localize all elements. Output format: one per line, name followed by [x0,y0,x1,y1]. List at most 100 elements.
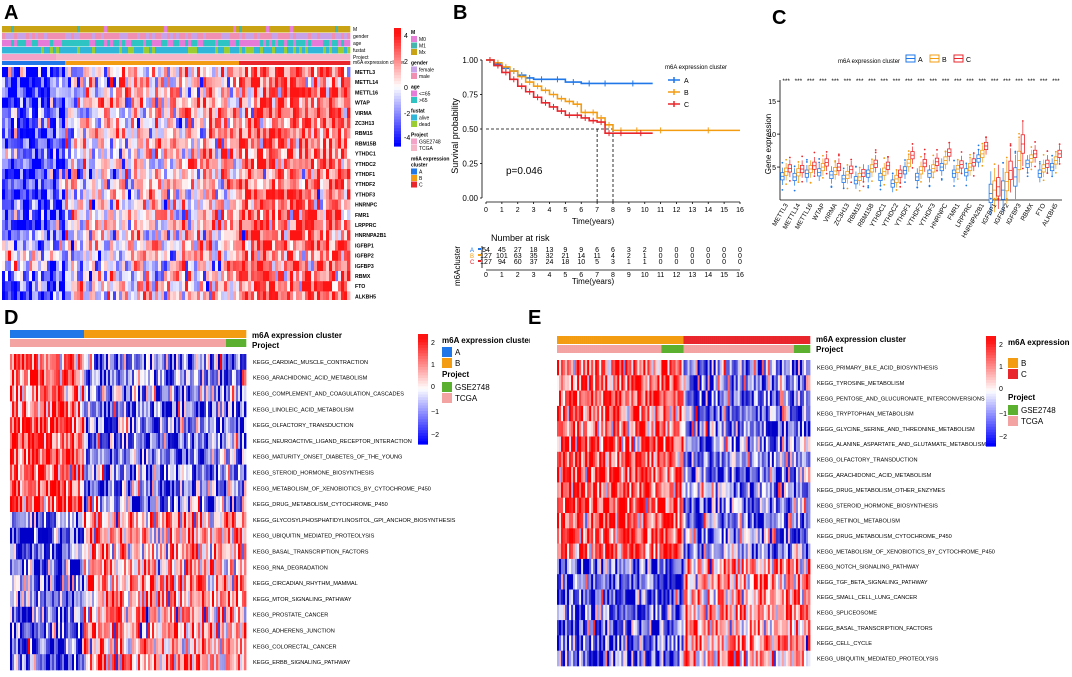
box-outlier [978,149,980,151]
annot-cell [314,33,317,40]
cluster-cell [272,61,275,65]
heat-cell [5,179,8,189]
heat-cell [209,149,212,159]
cluster-cell [88,330,90,338]
box-outlier [789,180,791,182]
heat-cell [236,169,239,179]
heat-cell [197,230,200,240]
annot-cell [41,54,44,61]
heat-cell [38,159,41,169]
heat-cell [83,108,86,118]
heat-cell [338,251,341,261]
heat-cell [347,220,350,230]
heat-cell [101,240,104,250]
heat-cell [113,200,116,210]
heat-cell [284,108,287,118]
project-cell [158,339,160,347]
heat-cell [155,291,158,300]
heat-cell [101,108,104,118]
heat-cell [332,179,335,189]
heat-cell [242,98,245,108]
annot-cell [14,26,17,33]
annot-cell [41,26,44,33]
heat-cell [98,271,101,281]
annot-cell [128,33,131,40]
cluster-cell [302,61,305,65]
heat-cell [308,230,311,240]
heat-cell [71,128,74,138]
heat-cell [182,200,185,210]
legend-swatch [411,121,417,127]
heat-cell [242,77,245,87]
heat-cell [23,98,26,108]
heat-cell [11,179,14,189]
heat-cell [173,230,176,240]
cluster-cell [131,61,134,65]
heat-cell [251,200,254,210]
heat-cell [251,77,254,87]
heat-cell [68,200,71,210]
annot-cell [20,26,23,33]
heat-cell [212,281,215,291]
cluster-cell [62,61,65,65]
heat-cell [254,98,257,108]
annot-cell [203,47,206,54]
annot-cell [215,26,218,33]
heat-cell [221,87,224,97]
heat-cell [347,179,350,189]
heat-cell [314,200,317,210]
heat-cell [68,179,71,189]
heat-cell [281,159,284,169]
heat-cell [179,271,182,281]
heat-cell [323,230,326,240]
annot-cell [230,40,233,47]
heat-cell [41,77,44,87]
heat-cell [278,261,281,271]
heat-cell [35,220,38,230]
cluster-cell [128,330,130,338]
heat-cell [263,149,266,159]
heat-cell [305,220,308,230]
annot-cell [35,33,38,40]
annot-cell [329,47,332,54]
annot-cell [104,26,107,33]
heat-cell [125,200,128,210]
heat-cell [197,210,200,220]
annot-cell [254,26,257,33]
heat-cell [308,179,311,189]
heat-cell [266,138,269,148]
annot-cell [263,54,266,61]
heat-cell [191,281,194,291]
heat-cell [230,128,233,138]
heat-cell [245,261,248,271]
box-outlier [936,149,938,151]
heat-cell [275,98,278,108]
km-ytick-label: 0.25 [462,160,478,169]
heat-cell [38,87,41,97]
heat-cell [86,169,89,179]
annot-cell [83,33,86,40]
heat-cell [23,251,26,261]
box-outlier [1022,168,1024,170]
box-outlier [892,173,894,175]
heat-cell [32,261,35,271]
heat-cell [323,149,326,159]
heat-cell [305,77,308,87]
heat-cell [2,77,5,87]
heat-cell [158,230,161,240]
heat-cell [95,98,98,108]
heat-cell [296,108,299,118]
box-outlier [781,162,783,164]
heat-cell [194,118,197,128]
heat-cell [8,220,11,230]
heat-cell [173,128,176,138]
cluster-cell [266,61,269,65]
heat-cell [188,128,191,138]
heat-cell [212,271,215,281]
annot-cell [98,54,101,61]
heatmap-d-body [10,354,246,670]
heat-cell [95,138,98,148]
heat-cell [8,118,11,128]
heat-cell [77,87,80,97]
heat-cell [233,281,236,291]
